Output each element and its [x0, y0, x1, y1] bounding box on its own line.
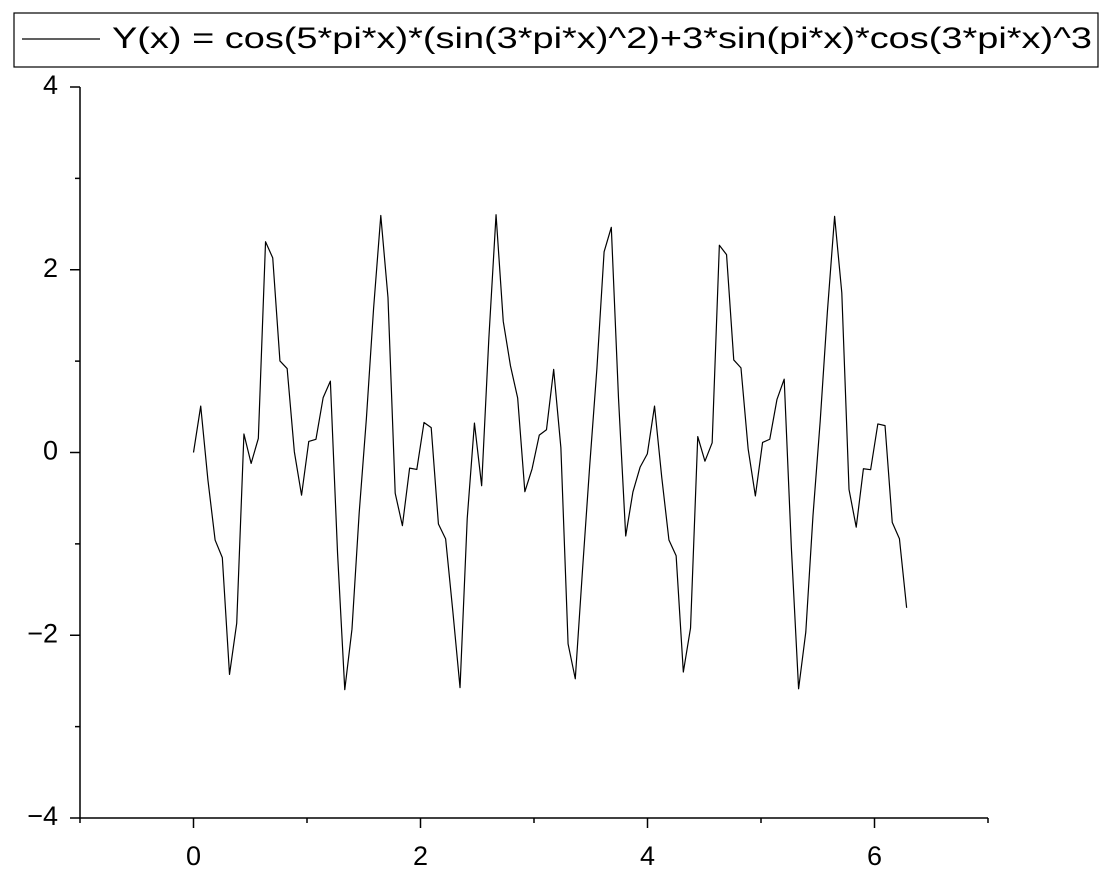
y-tick-label: −2 [27, 618, 58, 648]
y-tick-label: 4 [43, 70, 58, 100]
x-tick-label: 6 [867, 841, 882, 871]
x-tick-label: 4 [640, 841, 655, 871]
y-tick-label: 0 [43, 436, 58, 466]
legend-label: Y(x) = cos(5*pi*x)*(sin(3*pi*x)^2)+3*sin… [112, 22, 1092, 55]
x-tick-label: 0 [186, 841, 201, 871]
series-line [192, 214, 908, 691]
x-tick-label: 2 [413, 841, 428, 871]
y-tick-label: −4 [27, 801, 58, 831]
y-tick-label: 2 [43, 253, 58, 283]
legend-box [13, 12, 1099, 68]
legend: Y(x) = cos(5*pi*x)*(sin(3*pi*x)^2)+3*sin… [13, 12, 1099, 68]
